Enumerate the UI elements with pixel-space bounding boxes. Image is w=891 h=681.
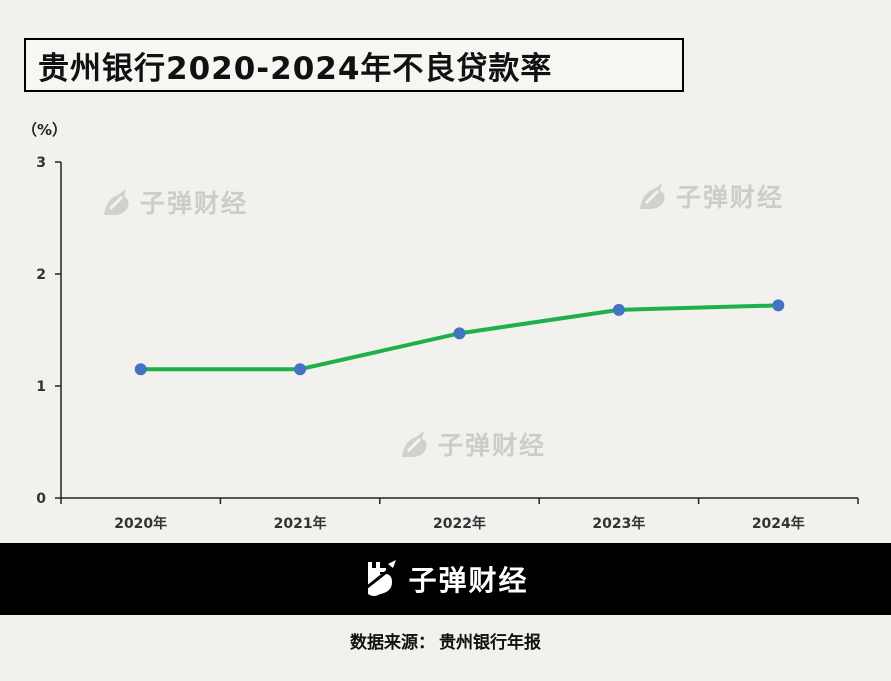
y-tick-label: 1 xyxy=(36,379,46,395)
x-tick-label: 2020年 xyxy=(114,515,167,532)
source-value: 贵州银行年报 xyxy=(439,633,541,653)
data-point xyxy=(134,363,147,376)
data-source: 数据来源： 贵州银行年报 xyxy=(0,628,891,653)
y-tick-label: 3 xyxy=(36,155,46,171)
data-point xyxy=(294,363,307,376)
chart-title-box: 贵州银行2020-2024年不良贷款率 xyxy=(24,38,684,92)
brand-logo-icon xyxy=(365,560,397,596)
x-tick-label: 2023年 xyxy=(592,515,645,532)
footer-brand-band: 子弹财经 xyxy=(0,543,891,615)
chart-title: 贵州银行2020-2024年不良贷款率 xyxy=(38,50,553,87)
x-tick-label: 2022年 xyxy=(433,515,486,532)
line-chart: 0 1 2 3 2020年 2021年 2022年 2023年 2024年 xyxy=(36,155,859,532)
y-tick-label: 0 xyxy=(36,491,46,507)
brand: 子弹财经 xyxy=(362,558,528,600)
x-tick-label: 2024年 xyxy=(752,515,805,532)
y-axis-unit-label: （%） xyxy=(22,121,68,139)
y-tick-label: 2 xyxy=(36,267,46,283)
data-point xyxy=(612,303,625,316)
data-point xyxy=(453,327,466,340)
x-tick-label: 2021年 xyxy=(274,515,327,532)
data-point xyxy=(772,299,785,312)
brand-name: 子弹财经 xyxy=(408,564,529,597)
source-label: 数据来源： xyxy=(350,633,435,653)
